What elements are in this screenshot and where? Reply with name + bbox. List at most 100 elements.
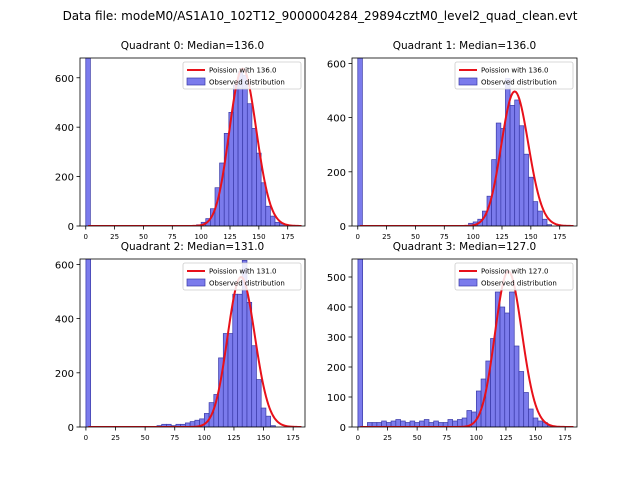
histogram-bar <box>251 128 257 226</box>
legend-poisson-label: Poission with 127.0 <box>481 268 549 276</box>
quadrant-3-frame <box>351 258 578 428</box>
x-tick-label: 50 <box>411 233 420 241</box>
poisson-curve <box>360 90 574 226</box>
histogram-bar <box>513 345 520 427</box>
x-tick-label: 100 <box>194 233 207 241</box>
histogram-bar <box>537 420 544 427</box>
x-tick-label: 75 <box>168 233 177 241</box>
histogram-bar <box>542 218 548 226</box>
legend-observed-label: Observed distribution <box>209 280 285 288</box>
histogram-bar <box>260 407 267 427</box>
x-tick-label: 75 <box>170 434 179 442</box>
quadrant-2-title: Quadrant 2: Median=131.0 <box>121 241 264 253</box>
quadrant-1-legend: Poission with 136.0 Observed distribution <box>454 61 574 90</box>
histogram-bar <box>499 306 506 427</box>
histogram-bar <box>232 293 238 427</box>
x-tick-label: 50 <box>141 434 150 442</box>
legend-observed-label: Observed distribution <box>481 280 557 288</box>
histogram-bar <box>523 153 529 226</box>
legend-bar-swatch <box>186 278 206 287</box>
x-tick-label: 150 <box>252 233 265 241</box>
histogram-bar <box>233 84 239 226</box>
quadrant-3-title: Quadrant 3: Median=127.0 <box>393 241 536 253</box>
x-tick-label: 0 <box>356 434 360 442</box>
y-tick-label: 300 <box>327 333 346 344</box>
histogram-bar <box>256 379 262 427</box>
histogram-bar <box>504 312 510 427</box>
histogram-bar <box>537 210 543 226</box>
quadrant-0-legend: Poission with 136.0 Observed distribution <box>182 61 302 90</box>
x-tick-label: 150 <box>524 233 537 241</box>
y-tick-label: 400 <box>55 315 74 326</box>
quadrant-1-frame <box>351 57 578 227</box>
histogram-bar <box>85 58 91 226</box>
histogram-bar <box>357 259 364 427</box>
y-tick-label: 100 <box>327 393 346 404</box>
quadrant-2-chart: Quadrant 2: Median=131.0 0 25 50 75 100 125 150… <box>55 241 306 442</box>
histogram-bar <box>528 176 534 226</box>
y-tick-label: 400 <box>327 114 346 125</box>
histogram-bar <box>274 221 280 226</box>
x-tick-label: 100 <box>470 434 483 442</box>
histogram-bar <box>265 205 271 226</box>
y-tick-label: 0 <box>68 222 74 233</box>
histogram-bar <box>265 415 272 427</box>
quadrant-2-frame <box>79 258 306 428</box>
poisson-curve <box>360 270 574 427</box>
x-tick-label: 25 <box>383 434 392 442</box>
histogram-bar <box>532 201 539 226</box>
x-tick-label: 75 <box>440 233 449 241</box>
histogram-bar <box>423 419 430 427</box>
y-tick-label: 400 <box>327 303 346 314</box>
legend-observed-label: Observed distribution <box>481 79 557 87</box>
y-tick-label: 200 <box>55 173 74 184</box>
y-tick-label: 200 <box>55 369 74 380</box>
histogram-bar <box>523 392 529 427</box>
histogram-bar <box>528 408 534 427</box>
histogram-bar <box>532 417 539 427</box>
histogram-bar <box>251 345 257 427</box>
quadrant-1-title: Quadrant 1: Median=136.0 <box>393 40 536 52</box>
histogram-bar <box>227 333 234 427</box>
y-tick-label: 600 <box>327 59 346 70</box>
poisson-curve <box>88 67 302 226</box>
x-tick-label: 0 <box>84 233 88 241</box>
histogram-bar <box>514 99 520 226</box>
x-tick-label: 125 <box>227 434 240 442</box>
quadrant-0-chart: Quadrant 0: Median=136.0 0 25 50 75 100 125 150… <box>55 40 306 241</box>
legend-bar-swatch <box>186 77 206 86</box>
y-tick-label: 200 <box>327 363 346 374</box>
x-tick-label: 25 <box>110 233 119 241</box>
x-tick-label: 100 <box>198 434 211 442</box>
quadrant-2-legend: Poission with 131.0 Observed distribution <box>182 262 302 291</box>
quadrant-3-legend: Poission with 127.0 Observed distribution <box>454 262 574 291</box>
histogram-bar <box>357 58 363 226</box>
x-tick-label: 125 <box>495 233 508 241</box>
x-tick-label: 100 <box>466 233 479 241</box>
histogram-bar <box>395 419 401 427</box>
histogram-bar <box>242 74 248 226</box>
x-tick-label: 75 <box>442 434 451 442</box>
histogram-bar <box>260 182 267 226</box>
legend-bar-swatch <box>458 278 478 287</box>
histogram-bar <box>85 259 92 427</box>
x-tick-label: 50 <box>413 434 422 442</box>
x-tick-label: 175 <box>558 434 571 442</box>
legend-bar-swatch <box>458 77 478 86</box>
legend-poisson-label: Poission with 136.0 <box>481 67 549 75</box>
histogram-bar <box>270 425 276 427</box>
histogram-bar <box>509 105 516 226</box>
x-tick-label: 150 <box>257 434 270 442</box>
poisson-curve <box>88 275 302 427</box>
histogram-bar <box>246 103 253 226</box>
quadrant-0-title: Quadrant 0: Median=136.0 <box>121 40 264 52</box>
x-tick-label: 150 <box>529 434 542 442</box>
histogram-bar <box>237 293 243 427</box>
figure-title: Data file: modeM0/AS1A10_102T12_90000042… <box>63 9 578 23</box>
x-tick-label: 125 <box>499 434 512 442</box>
legend-observed-label: Observed distribution <box>209 79 285 87</box>
histogram-bar <box>447 419 454 427</box>
y-tick-label: 500 <box>327 273 346 284</box>
y-tick-label: 0 <box>340 222 346 233</box>
